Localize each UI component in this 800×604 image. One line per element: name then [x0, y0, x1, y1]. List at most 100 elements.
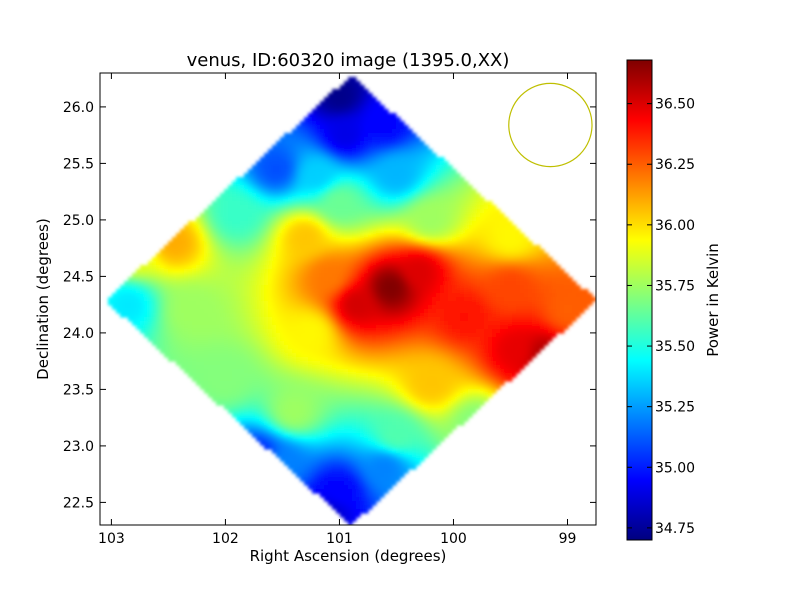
heatmap-cell [296, 317, 301, 322]
heatmap-cell [308, 221, 313, 226]
heatmap-cell [168, 325, 173, 330]
heatmap-cell [308, 273, 313, 278]
heatmap-cell [176, 337, 181, 342]
heatmap-cell [160, 293, 165, 298]
heatmap-cell [352, 233, 357, 238]
heatmap-cell [464, 209, 469, 214]
heatmap-cell [216, 233, 221, 238]
heatmap-cell [192, 341, 197, 346]
heatmap-cell [344, 137, 349, 142]
heatmap-cell [444, 305, 449, 310]
heatmap-cell [512, 313, 517, 318]
heatmap-cell [440, 201, 445, 206]
heatmap-cell [480, 317, 485, 322]
heatmap-cell [460, 321, 465, 326]
heatmap-cell [224, 305, 229, 310]
heatmap-cell [344, 117, 349, 122]
heatmap-cell [272, 337, 277, 342]
heatmap-cell [352, 229, 357, 234]
heatmap-cell [396, 245, 401, 250]
heatmap-cell [376, 353, 381, 358]
heatmap-cell [336, 229, 341, 234]
heatmap-cell [552, 333, 557, 338]
heatmap-cell [432, 217, 437, 222]
heatmap-cell [256, 349, 261, 354]
heatmap-cell [332, 249, 337, 254]
heatmap-cell [384, 117, 389, 122]
heatmap-cell [216, 357, 221, 362]
heatmap-cell [372, 325, 377, 330]
heatmap-cell [384, 201, 389, 206]
heatmap-cell [428, 337, 433, 342]
heatmap-cell [352, 341, 357, 346]
heatmap-cell [464, 301, 469, 306]
heatmap-cell [424, 305, 429, 310]
heatmap-cell [256, 333, 261, 338]
heatmap-cell [432, 273, 437, 278]
heatmap-cell [148, 337, 153, 342]
heatmap-cell [324, 293, 329, 298]
heatmap-cell [240, 205, 245, 210]
heatmap-cell [488, 241, 493, 246]
heatmap-cell [464, 197, 469, 202]
heatmap-cell [216, 257, 221, 262]
heatmap-cell [284, 149, 289, 154]
heatmap-cell [416, 293, 421, 298]
heatmap-cell [288, 297, 293, 302]
heatmap-cell [276, 325, 281, 330]
heatmap-cell [448, 225, 453, 230]
heatmap-cell [284, 201, 289, 206]
heatmap-cell [252, 237, 257, 242]
heatmap-cell [348, 205, 353, 210]
heatmap-cell [488, 249, 493, 254]
heatmap-cell [228, 241, 233, 246]
heatmap-cell [576, 289, 581, 294]
heatmap-cell [540, 313, 545, 318]
heatmap-cell [296, 305, 301, 310]
heatmap-cell [372, 233, 377, 238]
heatmap-cell [268, 189, 273, 194]
heatmap-cell [372, 209, 377, 214]
heatmap-cell [420, 333, 425, 338]
heatmap-cell [340, 145, 345, 150]
heatmap-cell [160, 257, 165, 262]
heatmap-cell [396, 189, 401, 194]
heatmap-cell [304, 157, 309, 162]
heatmap-cell [324, 237, 329, 242]
heatmap-cell [228, 345, 233, 350]
heatmap-cell [428, 177, 433, 182]
heatmap-cell [392, 121, 397, 126]
heatmap-cell [300, 241, 305, 246]
heatmap-cell [240, 201, 245, 206]
heatmap-cell [304, 305, 309, 310]
heatmap-cell [212, 321, 217, 326]
heatmap-cell [328, 309, 333, 314]
heatmap-cell [312, 189, 317, 194]
heatmap-cell [504, 353, 509, 358]
heatmap-cell [256, 297, 261, 302]
heatmap-cell [440, 157, 445, 162]
heatmap-cell [284, 281, 289, 286]
heatmap-cell [208, 285, 213, 290]
heatmap-cell [368, 129, 373, 134]
heatmap-cell [252, 233, 257, 238]
heatmap-cell [148, 265, 153, 270]
heatmap-cell [456, 297, 461, 302]
heatmap-cell [512, 333, 517, 338]
heatmap-cell [416, 225, 421, 230]
heatmap-cell [320, 117, 325, 122]
heatmap-cell [452, 273, 457, 278]
heatmap-cell [172, 277, 177, 282]
heatmap-cell [424, 169, 429, 174]
heatmap-cell [300, 277, 305, 282]
heatmap-cell [372, 313, 377, 318]
heatmap-cell [536, 269, 541, 274]
heatmap-cell [344, 353, 349, 358]
heatmap-cell [504, 217, 509, 222]
heatmap-cell [228, 201, 233, 206]
heatmap-cell [468, 269, 473, 274]
heatmap-cell [172, 301, 177, 306]
heatmap-cell [408, 249, 413, 254]
heatmap-cell [392, 173, 397, 178]
heatmap-cell [352, 117, 357, 122]
